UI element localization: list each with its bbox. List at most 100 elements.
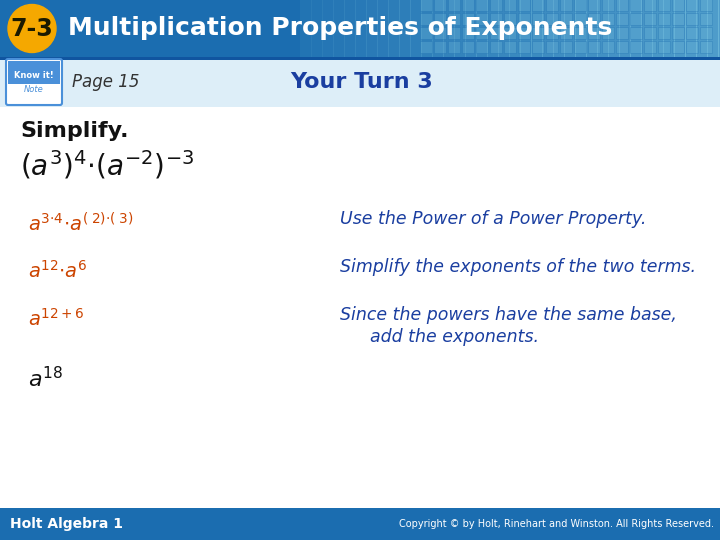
FancyBboxPatch shape <box>546 41 558 53</box>
FancyBboxPatch shape <box>490 13 502 25</box>
FancyBboxPatch shape <box>546 0 558 11</box>
Text: add the exponents.: add the exponents. <box>370 328 539 346</box>
Text: Copyright © by Holt, Rinehart and Winston. All Rights Reserved.: Copyright © by Holt, Rinehart and Winsto… <box>399 519 714 529</box>
FancyBboxPatch shape <box>616 0 628 11</box>
FancyBboxPatch shape <box>672 0 684 11</box>
FancyBboxPatch shape <box>434 41 446 53</box>
FancyBboxPatch shape <box>532 41 544 53</box>
FancyBboxPatch shape <box>0 508 720 540</box>
FancyBboxPatch shape <box>504 41 516 53</box>
Text: $a^{12+6}$: $a^{12+6}$ <box>28 308 85 330</box>
FancyBboxPatch shape <box>672 27 684 39</box>
FancyBboxPatch shape <box>432 0 444 57</box>
Text: Since the powers have the same base,: Since the powers have the same base, <box>340 306 677 324</box>
FancyBboxPatch shape <box>644 27 656 39</box>
FancyBboxPatch shape <box>700 0 712 11</box>
FancyBboxPatch shape <box>476 0 488 11</box>
FancyBboxPatch shape <box>300 0 312 57</box>
Text: $a^{3{\cdot}4}{\cdot}a^{(\;2){\cdot}(\;3)}$: $a^{3{\cdot}4}{\cdot}a^{(\;2){\cdot}(\;3… <box>28 212 133 235</box>
FancyBboxPatch shape <box>574 0 586 11</box>
FancyBboxPatch shape <box>560 0 572 11</box>
Text: 7-3: 7-3 <box>11 17 53 40</box>
FancyBboxPatch shape <box>377 0 389 57</box>
FancyBboxPatch shape <box>686 27 698 39</box>
FancyBboxPatch shape <box>388 0 400 57</box>
FancyBboxPatch shape <box>504 27 516 39</box>
FancyBboxPatch shape <box>421 0 433 57</box>
FancyBboxPatch shape <box>602 27 614 39</box>
FancyBboxPatch shape <box>658 13 670 25</box>
FancyBboxPatch shape <box>311 0 323 57</box>
FancyBboxPatch shape <box>509 0 521 57</box>
FancyBboxPatch shape <box>410 0 422 57</box>
FancyBboxPatch shape <box>672 13 684 25</box>
Text: Note: Note <box>24 84 44 93</box>
FancyBboxPatch shape <box>700 27 712 39</box>
Text: Simplify the exponents of the two terms.: Simplify the exponents of the two terms. <box>340 258 696 276</box>
FancyBboxPatch shape <box>518 27 530 39</box>
FancyBboxPatch shape <box>333 0 345 57</box>
FancyBboxPatch shape <box>322 0 334 57</box>
FancyBboxPatch shape <box>476 13 488 25</box>
FancyBboxPatch shape <box>490 27 502 39</box>
FancyBboxPatch shape <box>658 0 670 11</box>
FancyBboxPatch shape <box>434 13 446 25</box>
FancyBboxPatch shape <box>602 41 614 53</box>
FancyBboxPatch shape <box>616 13 628 25</box>
FancyBboxPatch shape <box>574 13 586 25</box>
FancyBboxPatch shape <box>498 0 510 57</box>
FancyBboxPatch shape <box>465 0 477 57</box>
FancyBboxPatch shape <box>652 0 664 57</box>
Text: Know it!: Know it! <box>14 71 54 80</box>
FancyBboxPatch shape <box>462 0 474 11</box>
FancyBboxPatch shape <box>630 0 642 11</box>
FancyBboxPatch shape <box>564 0 576 57</box>
FancyBboxPatch shape <box>448 13 460 25</box>
FancyBboxPatch shape <box>520 0 532 57</box>
FancyBboxPatch shape <box>532 0 544 11</box>
FancyBboxPatch shape <box>448 27 460 39</box>
FancyBboxPatch shape <box>672 41 684 53</box>
FancyBboxPatch shape <box>658 41 670 53</box>
FancyBboxPatch shape <box>686 0 698 11</box>
FancyBboxPatch shape <box>553 0 565 57</box>
FancyBboxPatch shape <box>674 0 686 57</box>
FancyBboxPatch shape <box>718 0 720 57</box>
FancyBboxPatch shape <box>476 0 488 57</box>
FancyBboxPatch shape <box>707 0 719 57</box>
FancyBboxPatch shape <box>630 0 642 57</box>
Text: Page 15: Page 15 <box>72 73 140 91</box>
FancyBboxPatch shape <box>454 0 466 57</box>
FancyBboxPatch shape <box>448 41 460 53</box>
FancyBboxPatch shape <box>344 0 356 57</box>
FancyBboxPatch shape <box>616 41 628 53</box>
FancyBboxPatch shape <box>420 27 432 39</box>
FancyBboxPatch shape <box>602 0 614 11</box>
FancyBboxPatch shape <box>8 61 60 84</box>
FancyBboxPatch shape <box>700 13 712 25</box>
FancyBboxPatch shape <box>420 0 432 11</box>
FancyBboxPatch shape <box>420 41 432 53</box>
FancyBboxPatch shape <box>644 13 656 25</box>
FancyBboxPatch shape <box>476 41 488 53</box>
FancyBboxPatch shape <box>686 13 698 25</box>
FancyBboxPatch shape <box>366 0 378 57</box>
FancyBboxPatch shape <box>0 57 720 60</box>
FancyBboxPatch shape <box>0 57 720 107</box>
FancyBboxPatch shape <box>663 0 675 57</box>
FancyBboxPatch shape <box>575 0 587 57</box>
FancyBboxPatch shape <box>518 0 530 11</box>
Text: $a^{12}{\cdot}a^6$: $a^{12}{\cdot}a^6$ <box>28 260 88 282</box>
FancyBboxPatch shape <box>700 41 712 53</box>
FancyBboxPatch shape <box>355 0 367 57</box>
FancyBboxPatch shape <box>490 41 502 53</box>
FancyBboxPatch shape <box>588 41 600 53</box>
Text: $(a^3)^4{\cdot}(a^{-2})^{-3}$: $(a^3)^4{\cdot}(a^{-2})^{-3}$ <box>20 149 194 182</box>
FancyBboxPatch shape <box>487 0 499 57</box>
FancyBboxPatch shape <box>644 0 656 11</box>
FancyBboxPatch shape <box>434 0 446 11</box>
FancyBboxPatch shape <box>531 0 543 57</box>
FancyBboxPatch shape <box>532 27 544 39</box>
Text: Holt Algebra 1: Holt Algebra 1 <box>10 517 123 531</box>
FancyBboxPatch shape <box>630 13 642 25</box>
